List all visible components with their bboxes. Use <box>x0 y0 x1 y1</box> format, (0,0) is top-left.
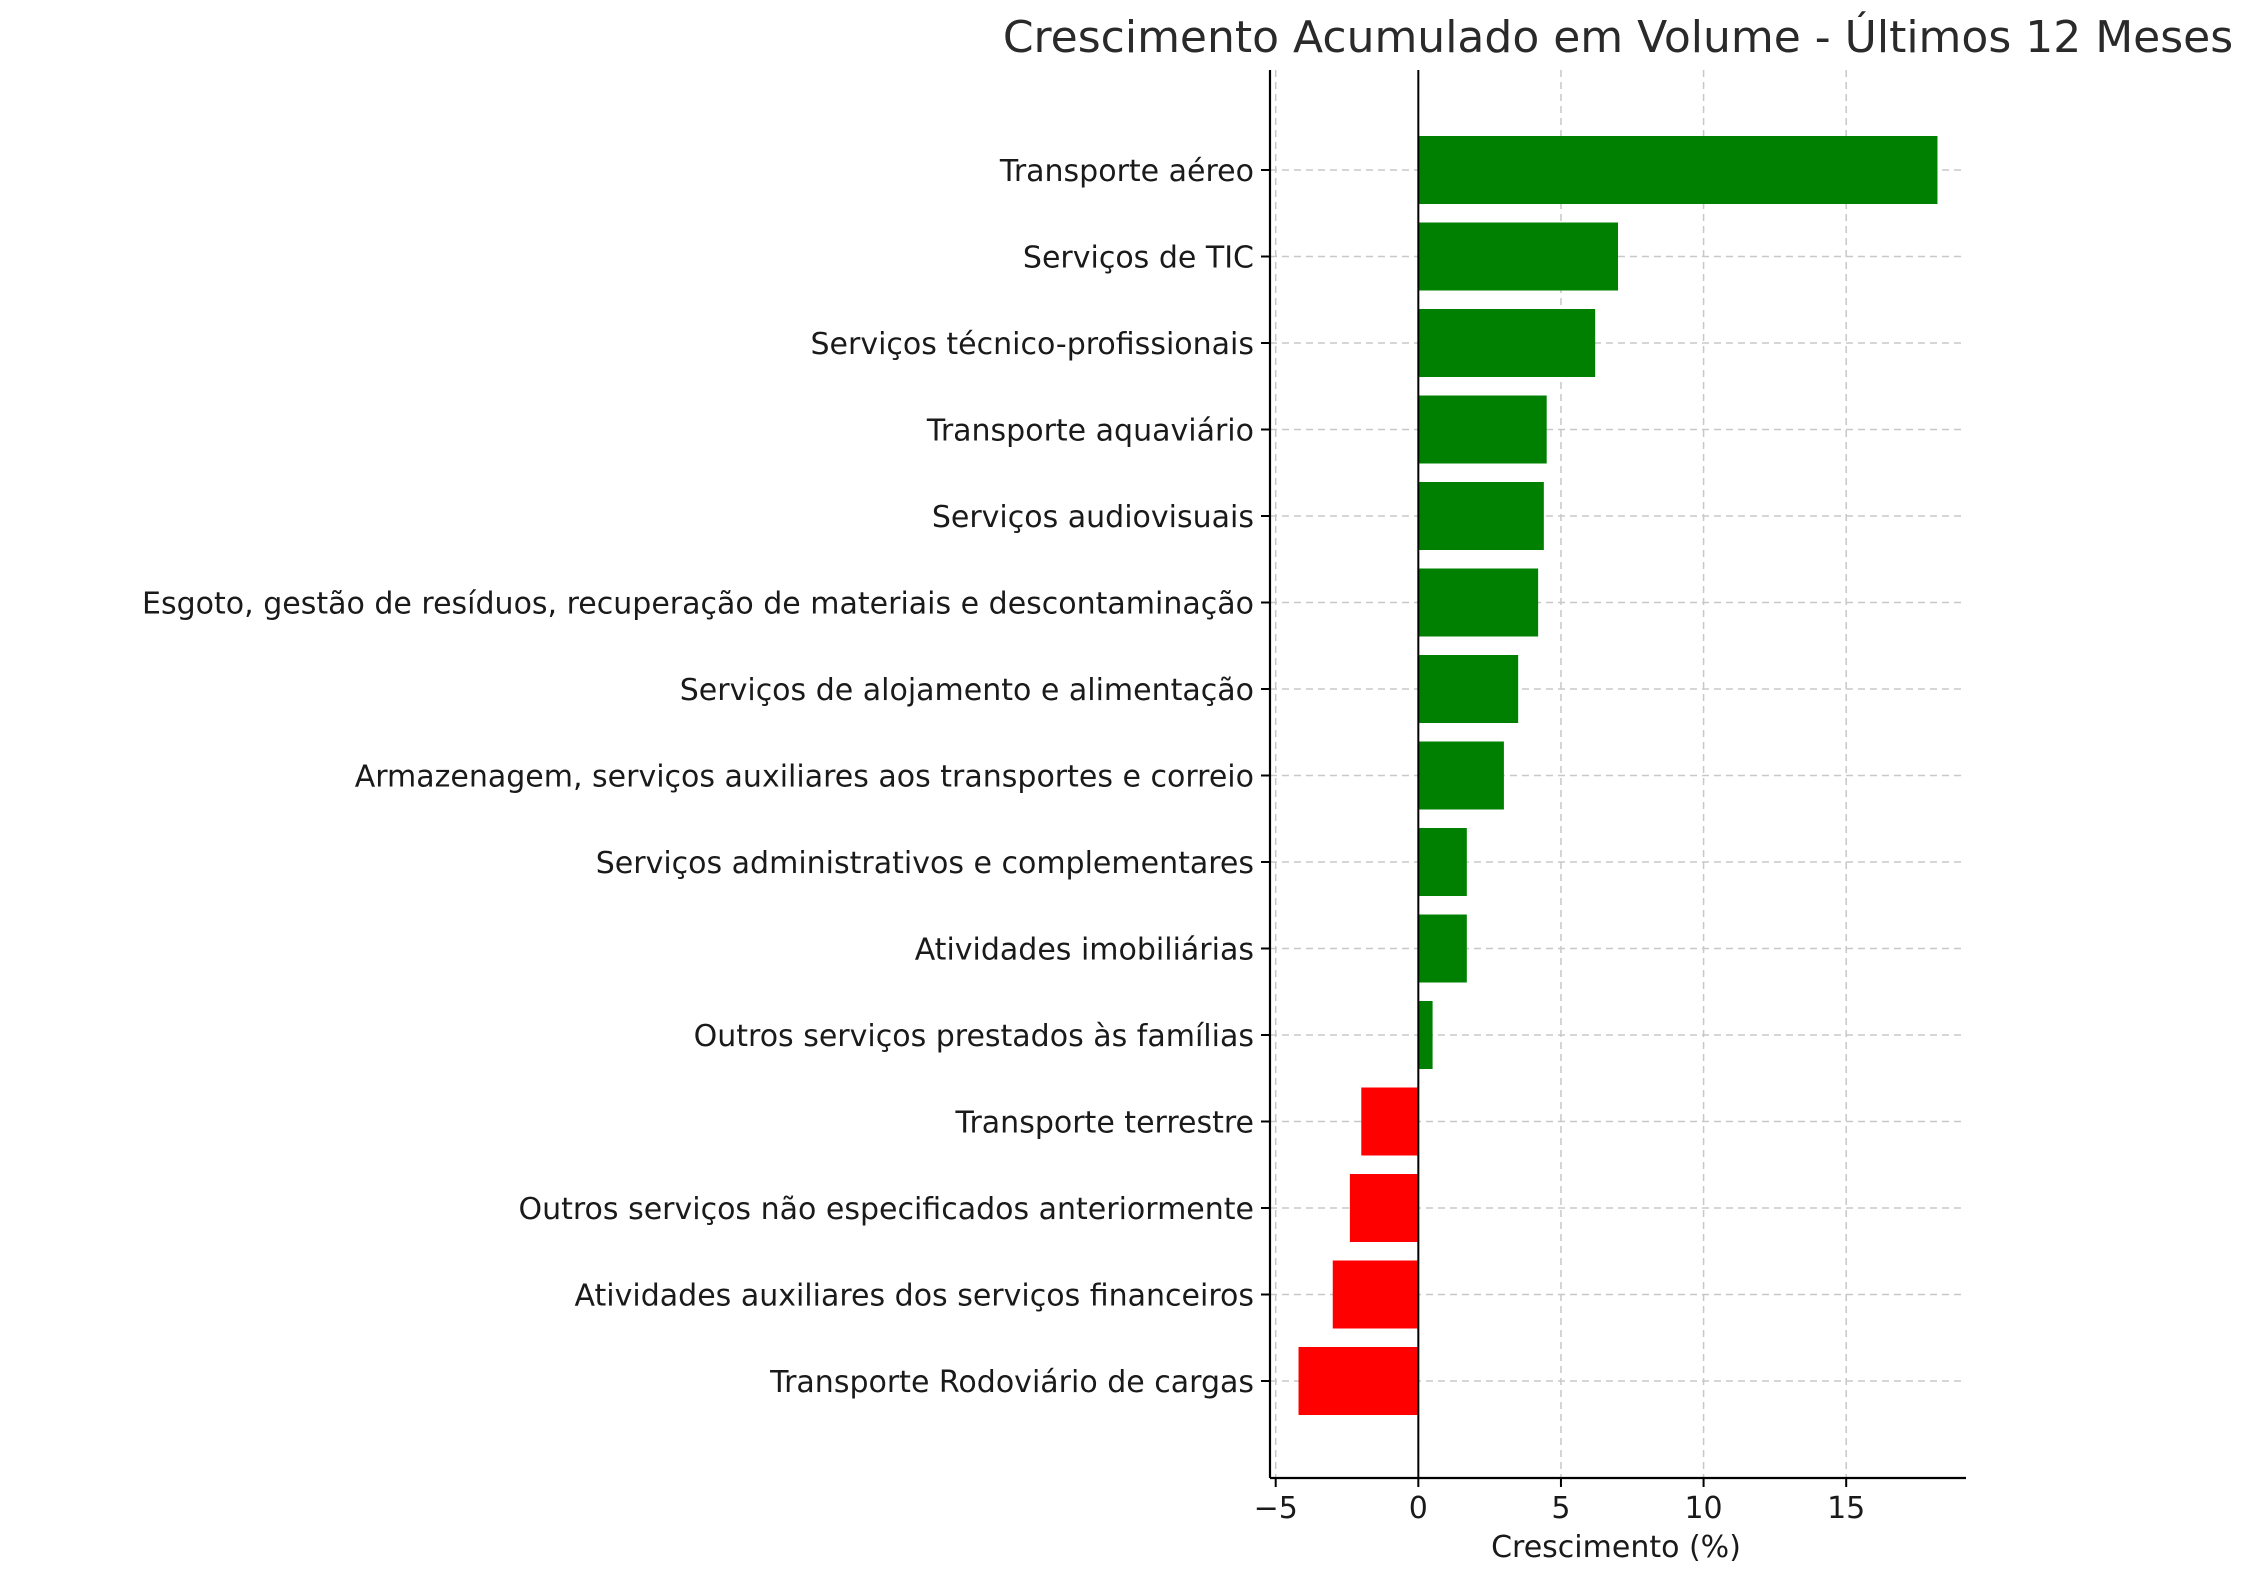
bar <box>1418 741 1504 810</box>
category-label: Transporte Rodoviário de cargas <box>769 1365 1254 1400</box>
category-label: Armazenagem, serviços auxiliares aos tra… <box>355 760 1254 795</box>
bar <box>1418 309 1596 377</box>
x-tick-label: 10 <box>1684 1491 1722 1526</box>
bar <box>1418 395 1547 464</box>
bar <box>1418 482 1544 550</box>
category-label: Serviços audiovisuais <box>932 500 1254 535</box>
x-tick-label: −5 <box>1254 1491 1298 1526</box>
bar <box>1332 1260 1419 1329</box>
bar <box>1298 1347 1419 1415</box>
bar <box>1418 914 1467 983</box>
x-tick-label: 5 <box>1551 1491 1570 1526</box>
category-label: Serviços administrativos e complementare… <box>596 846 1254 881</box>
category-label: Transporte aquaviário <box>926 414 1254 449</box>
category-label: Serviços técnico-profissionais <box>810 327 1254 362</box>
bar <box>1418 828 1467 896</box>
category-label: Transporte aéreo <box>999 154 1254 189</box>
category-label: Atividades imobiliárias <box>915 933 1254 968</box>
bar <box>1418 1001 1433 1069</box>
category-label: Outros serviços prestados às famílias <box>694 1019 1254 1054</box>
category-label: Atividades auxiliares dos serviços finan… <box>575 1279 1254 1314</box>
category-label: Esgoto, gestão de resíduos, recuperação … <box>142 587 1254 622</box>
category-label: Transporte terrestre <box>955 1106 1254 1141</box>
x-axis-title: Crescimento (%) <box>1491 1530 1741 1565</box>
bars-layer <box>1298 136 1938 1415</box>
axes-layer <box>1261 70 1966 1487</box>
category-label: Outros serviços não especificados anteri… <box>518 1192 1254 1227</box>
bar <box>1361 1087 1419 1156</box>
bar <box>1418 136 1938 204</box>
x-tick-label: 0 <box>1409 1491 1428 1526</box>
labels-layer: −5 0 5 10 15 Transporte aéreo Serviços de TIC S… <box>142 154 1865 1526</box>
bar <box>1349 1174 1419 1242</box>
bar <box>1418 222 1618 291</box>
category-label: Serviços de TIC <box>1023 241 1254 276</box>
bar <box>1418 568 1539 637</box>
x-tick-label: 15 <box>1827 1491 1865 1526</box>
chart-title: Crescimento Acumulado em Volume - Último… <box>1003 10 2233 63</box>
bar <box>1418 655 1519 723</box>
category-label: Serviços de alojamento e alimentação <box>680 673 1254 708</box>
